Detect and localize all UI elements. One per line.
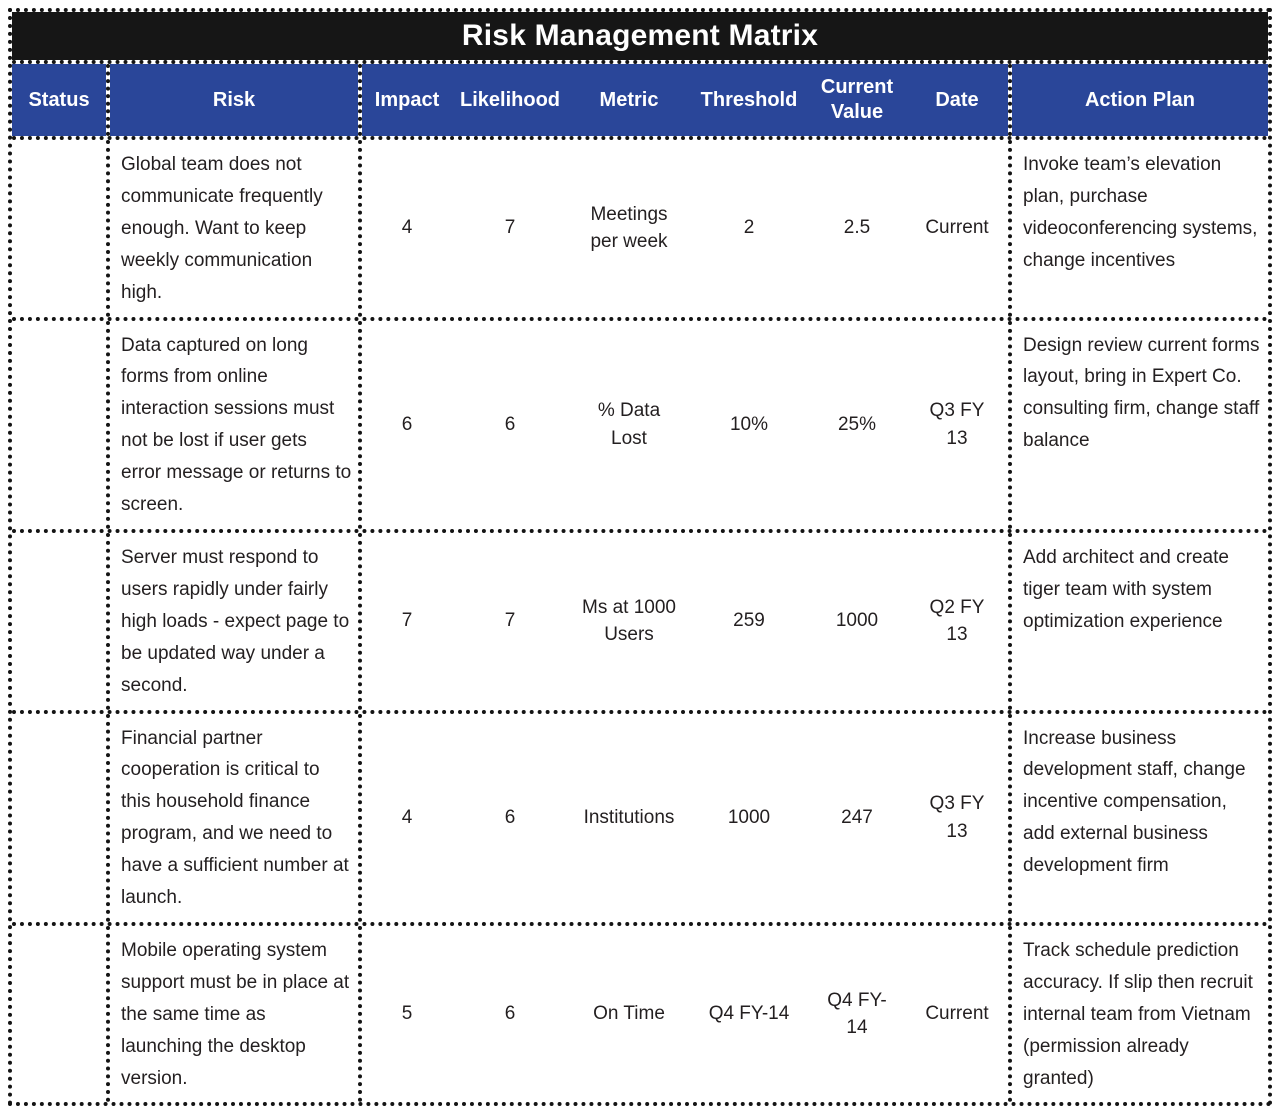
cell-metric: On Time [593,1003,665,1025]
header-row: Status Risk Impact Likelihood Metric Thr… [12,64,1268,140]
cell-date: Current [925,1003,989,1025]
cell-current-value: 1000 [835,610,879,632]
cell-action-plan: Invoke team’s elevation plan, purchase v… [1008,140,1268,317]
cell-metric: Ms at 1000 Users [582,596,676,646]
cell-action-plan: Increase business development staff, cha… [1008,713,1268,922]
cell-action-plan: Design review current forms layout, brin… [1008,320,1268,529]
header-cell-action-plan: Action Plan [1008,64,1268,136]
cell-impact: 6 [358,320,452,529]
table-row: Financial partner cooperation is critica… [12,713,1268,926]
table-row: Mobile operating system support must be … [12,925,1268,1103]
cell-status [12,926,106,1103]
cell-status [12,533,106,710]
cell-current-value: 2.5 [843,217,871,239]
header-cell-metric: Metric [568,64,690,136]
header-cell-current-value: Current Value [808,64,906,136]
cell-likelihood: 7 [504,610,516,632]
cell-threshold: Q4 FY-14 [708,1003,790,1025]
header-cell-risk: Risk [106,64,358,136]
cell-date: Current [925,217,989,239]
cell-threshold: 259 [733,610,765,632]
cell-risk: Data captured on long forms from online … [106,320,358,529]
cell-threshold: 10% [729,413,769,435]
cell-impact: 7 [358,532,452,710]
cell-action-plan: Add architect and create tiger team with… [1008,532,1268,710]
cell-risk: Global team does not communicate frequen… [106,140,358,317]
cell-current-value: 25% [837,413,877,435]
cell-impact: 4 [358,140,452,317]
header-cell-date: Date [906,64,1008,136]
cell-date: Q3 FY 13 [929,400,985,449]
cell-likelihood: 6 [504,413,516,435]
cell-impact: 4 [358,713,452,922]
cell-current-value: Q4 FY-14 [827,989,887,1039]
cell-impact: 5 [358,925,452,1103]
header-cell-impact: Impact [358,64,452,136]
cell-metric: % Data Lost [597,400,661,449]
cell-status [12,714,106,922]
cell-likelihood: 6 [504,1003,516,1025]
cell-risk: Financial partner cooperation is critica… [106,713,358,922]
risk-matrix-table: Risk Management Matrix Status Risk Impac… [8,8,1272,1107]
table-title: Risk Management Matrix [12,12,1268,64]
cell-risk: Server must respond to users rapidly und… [106,532,358,710]
cell-threshold: 1000 [727,806,771,828]
cell-threshold: 2 [743,217,755,239]
cell-metric: Institutions [583,806,675,828]
cell-likelihood: 6 [504,806,516,828]
header-cell-status: Status [12,64,106,136]
cell-date: Q2 FY 13 [929,596,985,646]
cell-risk: Mobile operating system support must be … [106,925,358,1103]
cell-status [12,140,106,317]
cell-action-plan: Track schedule prediction accuracy. If s… [1008,925,1268,1103]
header-cell-likelihood: Likelihood [452,64,568,136]
table-row: Server must respond to users rapidly und… [12,532,1268,714]
cell-status [12,321,106,529]
header-cell-threshold: Threshold [690,64,808,136]
table-row: Global team does not communicate frequen… [12,140,1268,321]
cell-likelihood: 7 [504,217,516,239]
cell-date: Q3 FY 13 [929,793,985,842]
cell-current-value: 247 [841,806,873,828]
table-row: Data captured on long forms from online … [12,320,1268,533]
cell-metric: Meetings per week [590,203,668,253]
